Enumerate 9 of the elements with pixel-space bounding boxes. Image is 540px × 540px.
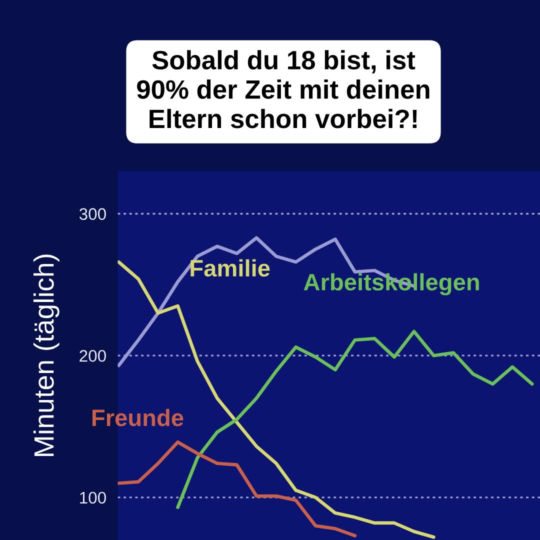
y-tick-label: 100 — [80, 492, 106, 504]
y-axis-title: Minuten (täglich) — [33, 254, 60, 456]
y-tick-label: 300 — [79, 208, 106, 220]
line-series — [118, 440, 357, 538]
y-tick-label: 200 — [80, 350, 106, 362]
chart-title: Sobald du 18 bist, ist 90% der Zeit mit deinen Eltern schon vorbei?! — [137, 50, 430, 128]
series-label: Familie — [190, 259, 270, 277]
text: Arbeitskollegen — [304, 273, 479, 296]
series-label: Freunde — [92, 408, 184, 426]
